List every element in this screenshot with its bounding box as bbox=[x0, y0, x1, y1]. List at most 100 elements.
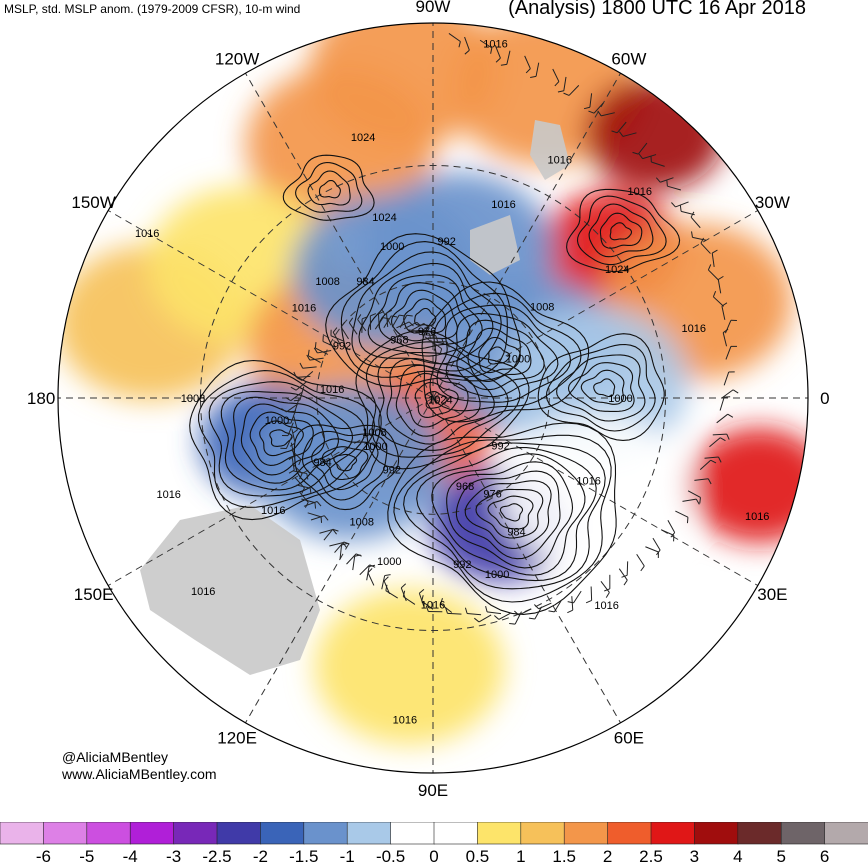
isobar bbox=[358, 262, 494, 365]
wind-barb-flag bbox=[281, 408, 287, 413]
colorbar-tick-label: 2 bbox=[603, 847, 612, 865]
wind-barb bbox=[593, 102, 604, 114]
wind-barb-flag bbox=[298, 459, 302, 466]
wind-barb bbox=[421, 334, 436, 337]
wind-barb bbox=[290, 442, 295, 457]
wind-barb-flag bbox=[530, 75, 537, 78]
meridian-line bbox=[432, 72, 621, 399]
colorbar-swatch bbox=[303, 822, 348, 845]
wind-barb-flag bbox=[721, 302, 728, 307]
isobar bbox=[429, 292, 582, 412]
wind-barb bbox=[721, 306, 726, 320]
land-australia bbox=[140, 505, 320, 675]
wind-barb bbox=[618, 568, 628, 581]
isobar bbox=[478, 336, 521, 374]
pressure-label: 976 bbox=[483, 488, 501, 500]
pressure-labels: 1016 1016 1024 1024 1016 1016 1016 1024 1008 1000… bbox=[135, 39, 769, 727]
wind-barb bbox=[317, 350, 332, 354]
pressure-label: 1008 bbox=[362, 427, 386, 439]
pressure-label: 1008 bbox=[315, 276, 339, 288]
pressure-label: 992 bbox=[491, 440, 509, 452]
longitude-labels: 90W 60W 30W 0 30E 60E 90E 120E 150E 180 150W 120W bbox=[27, 0, 830, 800]
wind-barb bbox=[616, 121, 627, 134]
wind-barb-flag bbox=[309, 488, 312, 495]
wind-barb bbox=[359, 564, 371, 576]
wind-barb-flag bbox=[495, 57, 501, 63]
isobar bbox=[340, 241, 508, 378]
wind-barb-flag bbox=[439, 348, 443, 355]
wind-barb bbox=[573, 590, 582, 604]
isobar bbox=[333, 453, 358, 472]
isobar bbox=[282, 154, 375, 221]
wind-barb bbox=[637, 142, 648, 155]
colorbar-swatch bbox=[433, 822, 479, 845]
isobar bbox=[365, 341, 521, 458]
pressure-label: 1024 bbox=[428, 394, 452, 406]
wind-barb-flag bbox=[399, 314, 406, 317]
colorbar-tick-label: -6 bbox=[36, 847, 51, 865]
wind-barb bbox=[396, 321, 410, 329]
wind-barb-flag bbox=[509, 623, 516, 625]
wind-barb bbox=[408, 329, 423, 333]
isobar bbox=[405, 372, 469, 428]
isobar bbox=[556, 354, 646, 422]
wind-barb-flag bbox=[458, 41, 461, 48]
colorbar-tick-label: -5 bbox=[79, 847, 94, 865]
isobar bbox=[545, 343, 656, 432]
wind-barb bbox=[709, 437, 721, 448]
wind-barb bbox=[381, 575, 386, 590]
wind-barb-flag bbox=[726, 433, 730, 440]
colorbar-swatch bbox=[824, 822, 868, 845]
wind-barb-flag bbox=[490, 47, 493, 54]
anomaly-shading bbox=[58, 23, 808, 745]
wind-barb bbox=[323, 528, 334, 541]
wind-barb-flag bbox=[623, 579, 628, 586]
colorbar-tick-label: -2.5 bbox=[202, 847, 231, 865]
wind-barb bbox=[334, 541, 345, 553]
isobar bbox=[599, 212, 643, 249]
wind-barb bbox=[291, 463, 303, 475]
wind-barb bbox=[377, 313, 380, 328]
colorbar-swatch bbox=[477, 822, 522, 845]
wind-barb-flag bbox=[707, 478, 712, 485]
wind-barb-flag bbox=[732, 389, 739, 394]
credit-website: www.AliciaMBentley.com bbox=[62, 766, 217, 782]
wind-barb-flag bbox=[485, 605, 488, 613]
land-greenland-edge bbox=[530, 120, 570, 180]
wind-barb bbox=[518, 608, 532, 616]
wind-barb-flag bbox=[525, 68, 531, 74]
wind-barb bbox=[332, 332, 341, 345]
map-title-left: MSLP, std. MSLP anom. (1979-2009 CFSR), … bbox=[4, 2, 301, 16]
colorbar-tick-label: 0 bbox=[429, 847, 438, 865]
wind-barb bbox=[339, 544, 343, 559]
wind-barb-flag bbox=[288, 469, 295, 474]
wind-barb bbox=[309, 357, 324, 361]
wind-barb-flag bbox=[416, 321, 422, 327]
wind-barb-flag bbox=[304, 502, 309, 508]
wind-barb-flag bbox=[700, 237, 704, 244]
wind-barb bbox=[430, 339, 442, 350]
wind-barb-flag bbox=[391, 315, 398, 318]
wind-barb bbox=[717, 279, 722, 294]
anomaly-blob bbox=[291, 193, 482, 350]
wind-barb bbox=[346, 553, 357, 565]
wind-barb-flag bbox=[656, 549, 661, 556]
colorbar-tick-label: -3 bbox=[166, 847, 181, 865]
wind-barb-flag bbox=[314, 342, 317, 349]
isobar bbox=[393, 434, 612, 603]
isobar bbox=[295, 161, 363, 213]
wind-barb-flag bbox=[384, 574, 391, 577]
wind-barb-flag bbox=[712, 291, 717, 298]
pressure-label: 1016 bbox=[135, 228, 159, 240]
isobar bbox=[416, 447, 597, 582]
longitude-label: 120E bbox=[217, 728, 257, 747]
wind-barb-flag bbox=[514, 610, 520, 616]
wind-barb bbox=[367, 572, 375, 586]
wind-barb-flag bbox=[323, 515, 329, 521]
meridian-line bbox=[107, 397, 434, 586]
wind-barb bbox=[440, 603, 453, 613]
wind-barb bbox=[553, 599, 563, 613]
wind-barb-flag bbox=[355, 553, 362, 557]
wind-barb-flag bbox=[619, 131, 624, 137]
colorbar-swatch bbox=[43, 822, 88, 845]
